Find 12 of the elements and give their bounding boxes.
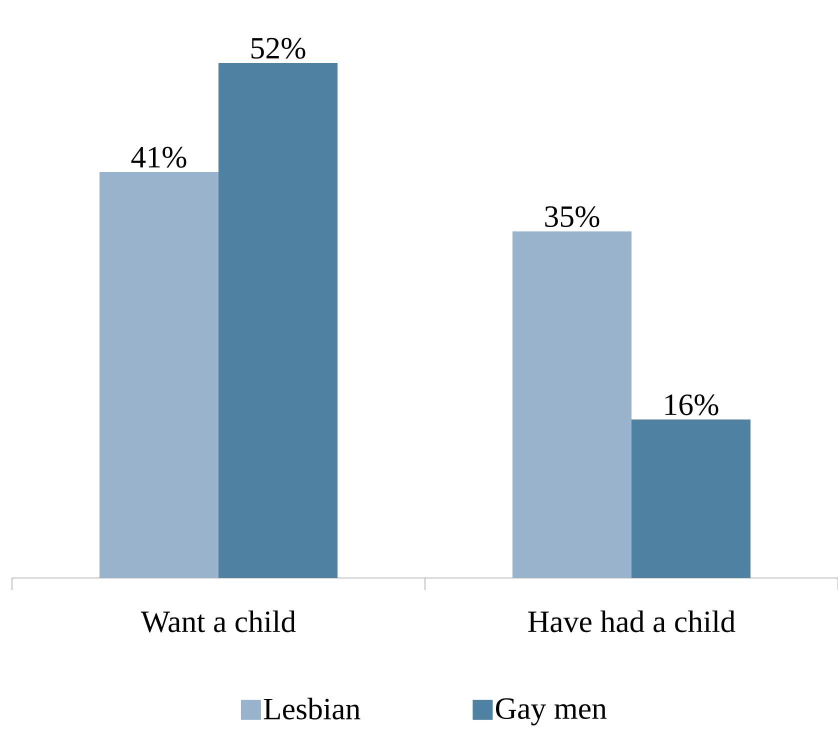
data-label: 35% [545, 206, 600, 228]
bar [218, 62, 338, 578]
x-tick-label: Have had a child [528, 610, 736, 632]
data-label: 52% [251, 38, 306, 59]
bar [512, 231, 632, 578]
legend-label: Gay men [496, 698, 607, 726]
data-label: 41% [131, 146, 186, 168]
bar [100, 172, 219, 578]
x-tick-label: Want a child [140, 610, 296, 632]
data-label: 16% [665, 394, 718, 416]
legend-label: Lesbian [264, 698, 360, 720]
bar [632, 420, 751, 578]
